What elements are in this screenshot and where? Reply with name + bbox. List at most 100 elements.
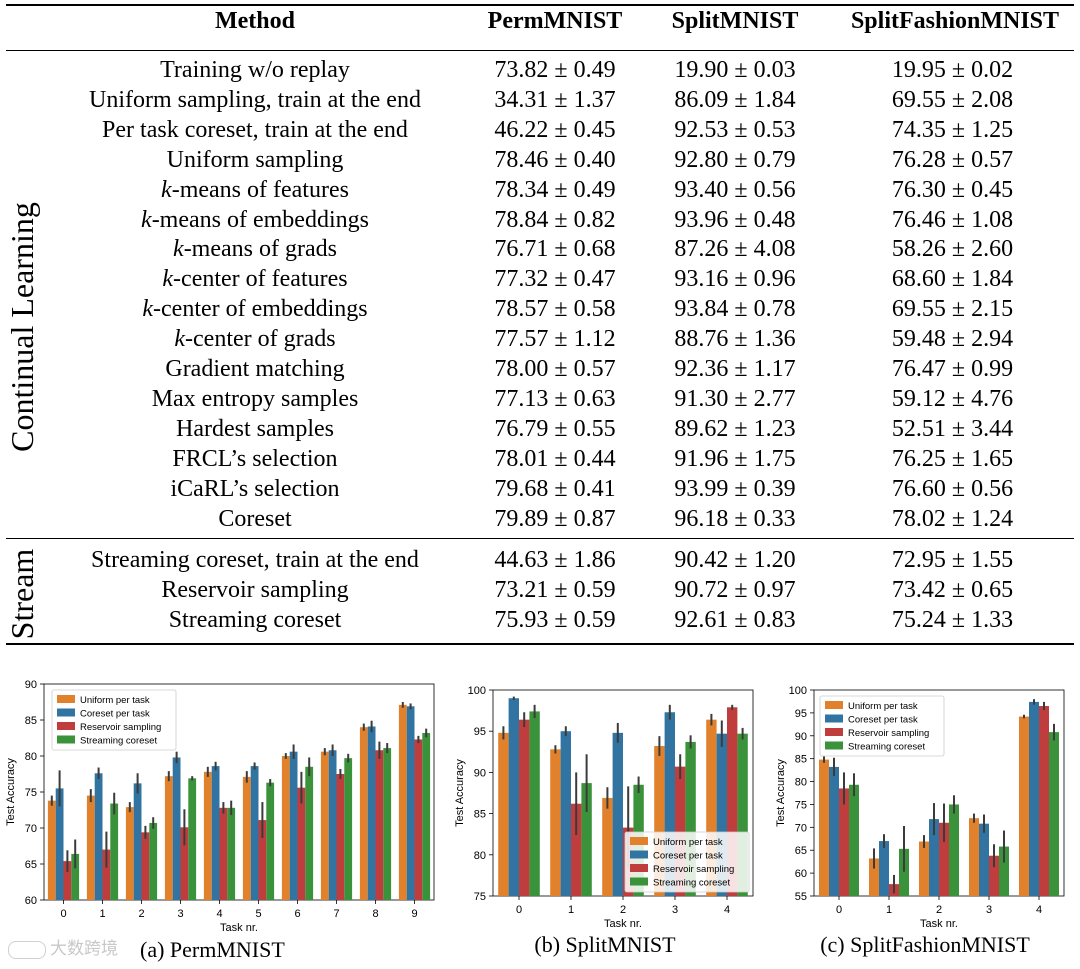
x-tick-label: 0 — [516, 904, 522, 916]
x-tick-label: 7 — [333, 908, 339, 920]
caption-splitmnist: (b) SplitMNIST — [534, 932, 676, 957]
bar — [727, 707, 738, 896]
method-cell: k-means of features — [161, 176, 349, 203]
bar — [939, 822, 949, 896]
legend-label: Reservoir sampling — [653, 864, 734, 875]
legend-swatch — [825, 701, 843, 709]
x-axis-label: Task nr. — [920, 918, 958, 930]
legend-swatch — [630, 877, 648, 886]
bar — [102, 849, 111, 900]
x-tick-label: 3 — [177, 908, 183, 920]
fashion-value-cell: 72.95 ± 1.55 — [891, 547, 1014, 573]
y-tick-label: 95 — [795, 708, 807, 720]
method-cell: k-center of embeddings — [142, 296, 368, 323]
bar — [164, 776, 173, 900]
legend: Uniform per task Coreset per task Reservoi… — [51, 689, 177, 751]
bar — [219, 807, 228, 900]
fashion-value-cell: 59.48 ± 2.94 — [891, 326, 1014, 353]
bar — [969, 818, 979, 896]
x-tick-label: 2 — [936, 904, 942, 916]
legend-label: Reservoir sampling — [80, 722, 161, 733]
legend-label: Uniform per task — [848, 701, 918, 712]
y-tick-label: 55 — [795, 891, 807, 903]
method-cell: Uniform sampling, train at the end — [89, 86, 421, 113]
watermark-icon — [8, 940, 46, 959]
x-tick-label: 4 — [216, 908, 222, 920]
perm-value-cell: 77.32 ± 0.47 — [494, 266, 616, 293]
x-axis-label: Task nr. — [604, 918, 642, 930]
legend-swatch — [630, 837, 648, 845]
method-cell: Uniform sampling — [166, 146, 344, 173]
legend-label: Coreset per task — [848, 715, 918, 726]
method-cell: Coreset — [218, 505, 292, 532]
bar — [125, 807, 134, 900]
legend-swatch — [57, 722, 75, 730]
legend-box — [624, 831, 750, 893]
y-tick-label: 60 — [795, 868, 807, 880]
y-tick-label: 75 — [25, 787, 37, 799]
perm-value-cell: 76.79 ± 0.55 — [494, 415, 616, 442]
perm-value-cell: 44.63 ± 1.86 — [494, 547, 616, 573]
method-cell: Streaming coreset, train at the end — [91, 547, 419, 573]
bar — [716, 733, 727, 896]
group-label-continual-learning: Continual Learning — [4, 202, 40, 452]
y-tick-label: 75 — [795, 799, 807, 811]
bar — [498, 732, 509, 896]
method-cell: Reservoir sampling — [161, 577, 349, 603]
bar — [654, 746, 665, 896]
bar — [602, 797, 613, 896]
y-axis-label: Test Accuracy — [454, 759, 466, 827]
bar — [829, 766, 839, 896]
bar — [367, 726, 376, 900]
legend-label: Uniform per task — [653, 837, 723, 848]
perm-value-cell: 73.82 ± 0.49 — [494, 57, 616, 83]
bar — [979, 823, 989, 896]
bar — [529, 711, 540, 896]
bar — [581, 783, 592, 896]
caption-permmnist: (a) PermMNIST — [140, 937, 285, 962]
perm-value-cell: 77.13 ± 0.63 — [494, 385, 616, 412]
split-value-cell: 86.09 ± 1.84 — [674, 86, 796, 113]
bar — [1029, 701, 1039, 896]
bar — [949, 804, 959, 896]
split-value-cell: 90.42 ± 1.20 — [674, 547, 796, 573]
header-permmnist: PermMNIST — [487, 8, 623, 34]
bar — [180, 827, 189, 900]
split-value-cell: 92.80 ± 0.79 — [674, 146, 796, 173]
perm-value-cell: 77.57 ± 1.12 — [494, 326, 616, 353]
legend-swatch — [825, 741, 843, 750]
x-tick-label: 0 — [60, 908, 66, 920]
legend-swatch — [57, 695, 75, 703]
bar — [1049, 732, 1059, 896]
bar — [305, 766, 314, 900]
bar — [706, 719, 717, 896]
y-tick-label: 100 — [789, 685, 807, 697]
perm-value-cell: 75.93 ± 0.59 — [494, 607, 616, 633]
y-tick-label: 90 — [474, 767, 486, 779]
header-splitfashionmnist: SplitFashionMNIST — [850, 8, 1060, 34]
bar — [110, 803, 119, 900]
bar — [375, 750, 384, 900]
fashion-value-cell: 19.95 ± 0.02 — [891, 57, 1014, 83]
y-tick-label: 100 — [468, 685, 486, 697]
legend: Uniform per task Coreset per task Reservoi… — [624, 831, 750, 893]
header-splitmnist: SplitMNIST — [671, 8, 799, 34]
bar — [149, 822, 158, 900]
x-tick-label: 4 — [724, 904, 730, 916]
fashion-value-cell: 73.42 ± 0.65 — [891, 577, 1014, 603]
x-tick-label: 4 — [1036, 904, 1042, 916]
bar — [999, 846, 1009, 896]
perm-value-cell: 78.00 ± 0.57 — [494, 356, 616, 382]
split-value-cell: 93.96 ± 0.48 — [674, 206, 796, 233]
bar — [258, 820, 267, 900]
bar — [414, 739, 423, 900]
bar — [675, 766, 686, 896]
perm-value-cell: 78.01 ± 0.44 — [494, 445, 616, 472]
split-value-cell: 93.84 ± 0.78 — [674, 296, 796, 323]
legend-box — [51, 689, 177, 751]
split-value-cell: 89.62 ± 1.23 — [674, 415, 796, 442]
bar — [879, 841, 889, 896]
legend-label: Coreset per task — [80, 709, 150, 720]
bar — [519, 719, 530, 896]
method-cell: k-means of embeddings — [141, 206, 369, 233]
